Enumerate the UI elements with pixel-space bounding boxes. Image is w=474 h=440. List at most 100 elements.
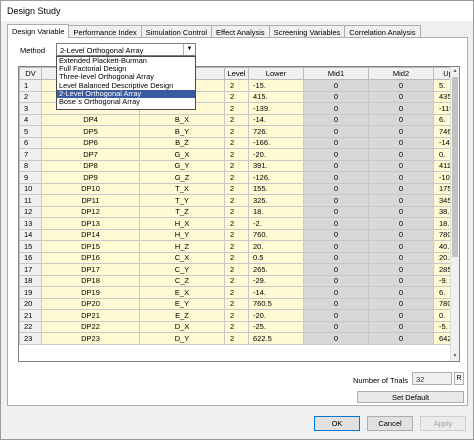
method-select[interactable]: 2-Level Orthogonal Array ▼ xyxy=(56,43,196,56)
cell-lower[interactable]: 726. xyxy=(248,125,304,138)
cell-variable[interactable]: G_Y xyxy=(139,159,225,172)
cell-mid2[interactable]: 0 xyxy=(368,217,434,230)
cell-lower[interactable]: 265. xyxy=(248,263,304,276)
method-option[interactable]: Bose`s Orthogonal Array xyxy=(59,97,140,106)
cell-variable[interactable]: B_X xyxy=(139,113,225,126)
cancel-button[interactable]: Cancel xyxy=(367,416,413,431)
cell-mid2[interactable]: 0 xyxy=(368,297,434,310)
cell-mid2[interactable]: 0 xyxy=(368,136,434,149)
cell-level[interactable]: 2 xyxy=(224,125,249,138)
cell-mid1[interactable]: 0 xyxy=(303,320,369,333)
cell-mid1[interactable]: 0 xyxy=(303,79,369,92)
column-header-lower[interactable]: Lower xyxy=(248,67,304,80)
cell-mid2[interactable]: 0 xyxy=(368,79,434,92)
cell-mid2[interactable]: 0 xyxy=(368,90,434,103)
table-row[interactable]: 14 DP14 H_Y 2 760. 0 0 780. xyxy=(19,228,459,241)
cell-level[interactable]: 2 xyxy=(224,286,249,299)
table-row[interactable]: 17 DP17 C_Y 2 265. 0 0 285. xyxy=(19,263,459,276)
cell-mid2[interactable]: 0 xyxy=(368,159,434,172)
cell-level[interactable]: 2 xyxy=(224,102,249,115)
cell-mid2[interactable]: 0 xyxy=(368,274,434,287)
cell-mid2[interactable]: 0 xyxy=(368,251,434,264)
column-header-mid2[interactable]: Mid2 xyxy=(368,67,434,80)
table-row[interactable]: 5 DP5 B_Y 2 726. 0 0 746. xyxy=(19,125,459,138)
cell-mid1[interactable]: 0 xyxy=(303,297,369,310)
cell-lower[interactable]: -166. xyxy=(248,136,304,149)
cell-level[interactable]: 2 xyxy=(224,251,249,264)
table-row[interactable]: 4 DP4 B_X 2 -14. 0 0 6. xyxy=(19,113,459,126)
table-row[interactable]: 23 DP23 D_Y 2 622.5 0 0 642.5 xyxy=(19,332,459,345)
cell-lower[interactable]: 0.5 xyxy=(248,251,304,264)
cell-name[interactable]: DP23 xyxy=(41,332,140,345)
cell-mid2[interactable]: 0 xyxy=(368,194,434,207)
cell-level[interactable]: 2 xyxy=(224,274,249,287)
cell-lower[interactable]: -20. xyxy=(248,148,304,161)
grid-vertical-scrollbar[interactable]: ▲ ▼ xyxy=(450,67,459,361)
table-row[interactable]: 12 DP12 T_Z 2 18. 0 0 38. xyxy=(19,205,459,218)
column-header-mid1[interactable]: Mid1 xyxy=(303,67,369,80)
cell-lower[interactable]: -15. xyxy=(248,79,304,92)
cell-mid2[interactable]: 0 xyxy=(368,148,434,161)
cell-lower[interactable]: 391. xyxy=(248,159,304,172)
cell-lower[interactable]: -126. xyxy=(248,171,304,184)
table-row[interactable]: 7 DP7 G_X 2 -20. 0 0 0. xyxy=(19,148,459,161)
cell-variable[interactable]: E_Y xyxy=(139,297,225,310)
scroll-up-icon[interactable]: ▲ xyxy=(452,68,458,74)
cell-variable[interactable]: B_Z xyxy=(139,136,225,149)
cell-variable[interactable]: E_Z xyxy=(139,309,225,322)
cell-mid1[interactable]: 0 xyxy=(303,125,369,138)
table-row[interactable]: 19 DP19 E_X 2 -14. 0 0 6. xyxy=(19,286,459,299)
cell-lower[interactable]: 760. xyxy=(248,228,304,241)
cell-variable[interactable]: C_X xyxy=(139,251,225,264)
cell-mid1[interactable]: 0 xyxy=(303,274,369,287)
method-option[interactable]: Three-level Orthogonal Array xyxy=(59,73,154,82)
cell-name[interactable]: DP4 xyxy=(41,113,140,126)
table-row[interactable]: 20 DP20 E_Y 2 760.5 0 0 780.5 xyxy=(19,297,459,310)
cell-mid1[interactable]: 0 xyxy=(303,217,369,230)
cell-lower[interactable]: 18. xyxy=(248,205,304,218)
cell-level[interactable]: 2 xyxy=(224,320,249,333)
cell-mid2[interactable]: 0 xyxy=(368,182,434,195)
cell-name[interactable]: DP22 xyxy=(41,320,140,333)
cell-lower[interactable]: 760.5 xyxy=(248,297,304,310)
cell-mid1[interactable]: 0 xyxy=(303,263,369,276)
cell-name[interactable]: DP19 xyxy=(41,286,140,299)
cell-lower[interactable]: 325. xyxy=(248,194,304,207)
cell-variable[interactable]: C_Y xyxy=(139,263,225,276)
method-option[interactable]: Extended Plackett-Burman xyxy=(59,57,147,65)
cell-name[interactable]: DP5 xyxy=(41,125,140,138)
cell-mid1[interactable]: 0 xyxy=(303,194,369,207)
cell-variable[interactable]: H_Y xyxy=(139,228,225,241)
set-default-button[interactable]: Set Default xyxy=(357,391,464,403)
cell-lower[interactable]: 155. xyxy=(248,182,304,195)
table-row[interactable]: 6 DP6 B_Z 2 -166. 0 0 -146. xyxy=(19,136,459,149)
cell-variable[interactable]: D_X xyxy=(139,320,225,333)
table-row[interactable]: 16 DP16 C_X 2 0.5 0 0 20.5 xyxy=(19,251,459,264)
ok-button[interactable]: OK xyxy=(314,416,360,431)
table-row[interactable]: 11 DP11 T_Y 2 325. 0 0 345. xyxy=(19,194,459,207)
cell-variable[interactable]: T_Y xyxy=(139,194,225,207)
cell-mid1[interactable]: 0 xyxy=(303,332,369,345)
cell-level[interactable]: 2 xyxy=(224,309,249,322)
column-header-level[interactable]: Level xyxy=(224,67,249,80)
tab-correlation-analysis[interactable]: Correlation Analysis xyxy=(344,25,421,38)
cell-mid2[interactable]: 0 xyxy=(368,102,434,115)
cell-level[interactable]: 2 xyxy=(224,194,249,207)
chevron-down-icon[interactable]: ▼ xyxy=(183,44,195,55)
cell-level[interactable]: 2 xyxy=(224,79,249,92)
table-row[interactable]: 18 DP18 C_Z 2 -29. 0 0 -9. xyxy=(19,274,459,287)
cell-variable[interactable]: G_Z xyxy=(139,171,225,184)
cell-mid2[interactable]: 0 xyxy=(368,113,434,126)
cell-name[interactable]: DP9 xyxy=(41,171,140,184)
cell-lower[interactable]: -29. xyxy=(248,274,304,287)
cell-name[interactable]: DP15 xyxy=(41,240,140,253)
cell-name[interactable]: DP18 xyxy=(41,274,140,287)
table-row[interactable]: 21 DP21 E_Z 2 -20. 0 0 0. xyxy=(19,309,459,322)
cell-mid2[interactable]: 0 xyxy=(368,125,434,138)
cell-lower[interactable]: -2. xyxy=(248,217,304,230)
cell-mid1[interactable]: 0 xyxy=(303,205,369,218)
cell-level[interactable]: 2 xyxy=(224,228,249,241)
cell-variable[interactable]: H_Z xyxy=(139,240,225,253)
cell-level[interactable]: 2 xyxy=(224,182,249,195)
cell-level[interactable]: 2 xyxy=(224,217,249,230)
